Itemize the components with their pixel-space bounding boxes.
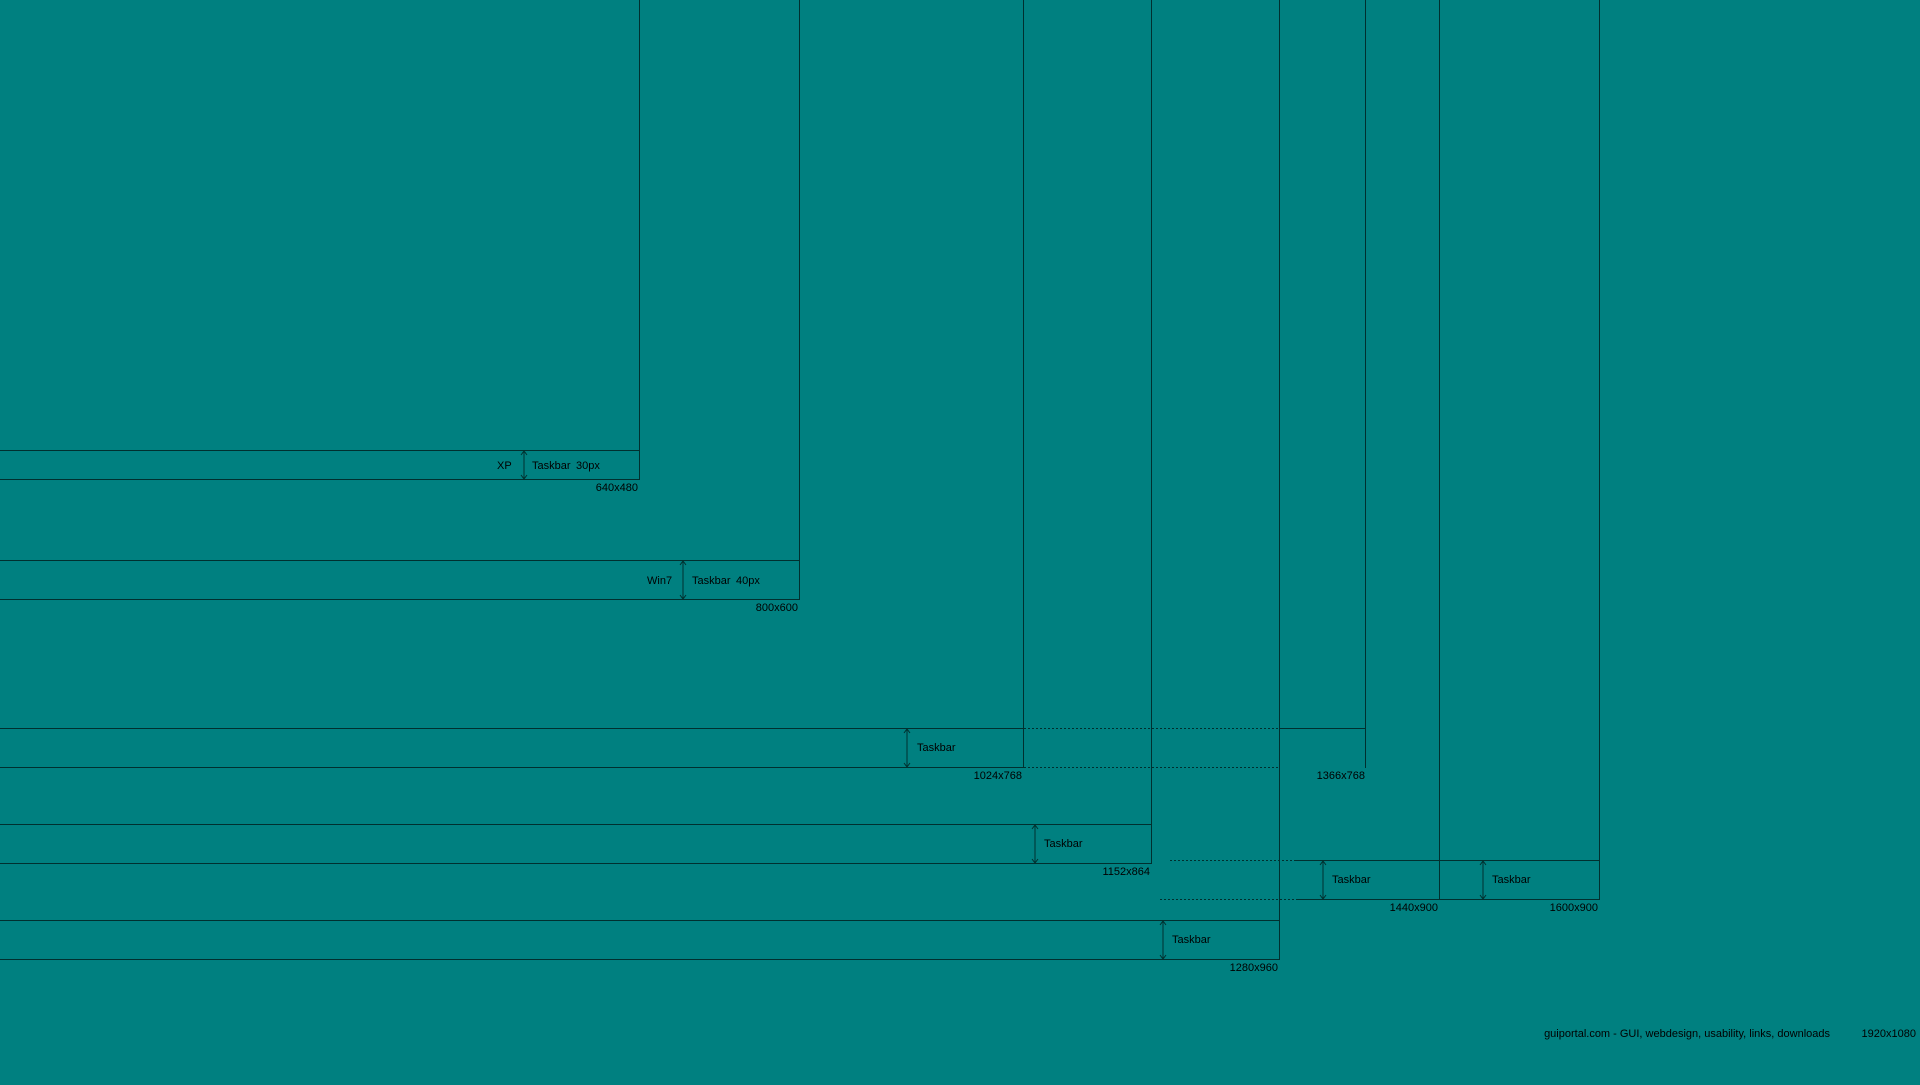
frame-640x480: XP Taskbar 30px 640x480 xyxy=(0,0,640,494)
resolution-label-1600x900: 1600x900 xyxy=(1550,902,1598,914)
taskbar-label: Taskbar xyxy=(532,460,571,472)
frame-1152x864: Taskbar 1152x864 xyxy=(0,0,1152,878)
frame-1440x900: Taskbar 1440x900 xyxy=(1160,0,1440,914)
resolution-label-1152x864: 1152x864 xyxy=(1102,866,1150,878)
taskbar-arrow-icon xyxy=(903,728,911,768)
taskbar-arrow-icon xyxy=(1479,860,1487,900)
frame-1280x960: Taskbar 1280x960 xyxy=(0,0,1280,974)
taskbar-arrow-icon xyxy=(1159,920,1167,960)
taskbar-size: 40px xyxy=(736,575,760,587)
taskbar-arrow-icon xyxy=(679,560,687,600)
resolution-label-1024x768: 1024x768 xyxy=(974,770,1022,782)
taskbar-label: Taskbar xyxy=(917,742,956,754)
frame-800x600: Win7 Taskbar 40px 800x600 xyxy=(0,0,800,614)
taskbar-label: Taskbar xyxy=(692,575,731,587)
resolution-label-640x480: 640x480 xyxy=(596,482,638,494)
resolution-label-1280x960: 1280x960 xyxy=(1230,962,1278,974)
taskbar-label: Taskbar xyxy=(1492,874,1531,886)
os-label-xp: XP xyxy=(497,460,512,472)
screen-size-label: 1920x1080 xyxy=(1862,1028,1916,1040)
credit-text: guiportal.com - GUI, webdesign, usabilit… xyxy=(1544,1028,1830,1040)
taskbar-arrow-icon xyxy=(1031,824,1039,864)
os-label-win7: Win7 xyxy=(647,575,672,587)
taskbar-arrow-icon xyxy=(520,450,528,480)
frame-1600x900: Taskbar 1600x900 xyxy=(1440,0,1600,914)
frame-1366x768: 1366x768 xyxy=(1024,0,1366,782)
taskbar-label: Taskbar xyxy=(1172,934,1211,946)
resolution-label-1366x768: 1366x768 xyxy=(1317,770,1365,782)
taskbar-label: Taskbar xyxy=(1332,874,1371,886)
taskbar-label: Taskbar xyxy=(1044,838,1083,850)
taskbar-size: 30px xyxy=(576,460,600,472)
resolution-label-800x600: 800x600 xyxy=(756,602,798,614)
taskbar-arrow-icon xyxy=(1319,860,1327,900)
frame-1024x768: Taskbar 1024x768 xyxy=(0,0,1024,782)
resolution-label-1440x900: 1440x900 xyxy=(1390,902,1438,914)
